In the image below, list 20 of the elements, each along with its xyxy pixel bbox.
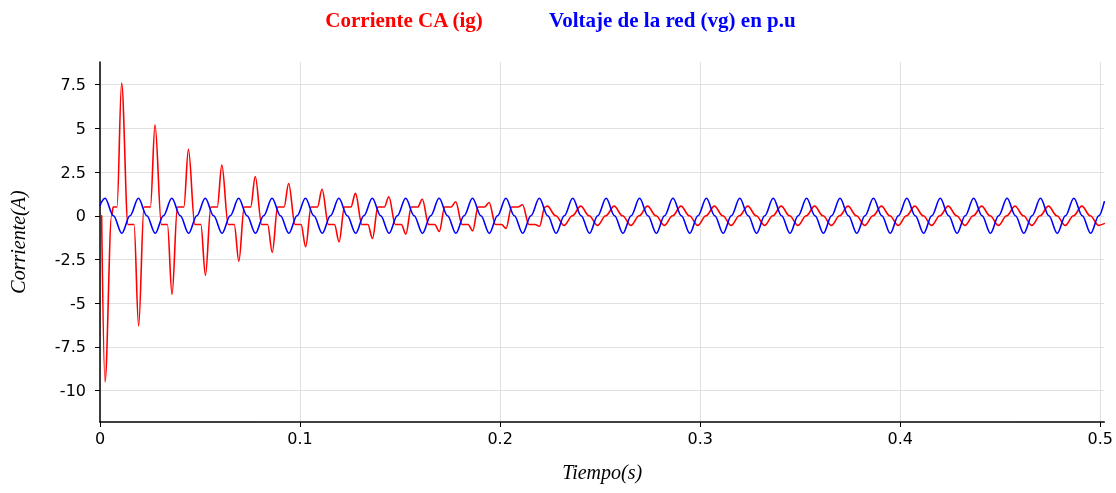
text: Corriente CA (ig) bbox=[325, 7, 483, 32]
x-tick-label: 0.1 bbox=[287, 428, 313, 448]
y-tick-label: 0 bbox=[75, 206, 86, 226]
line-series bbox=[100, 82, 1106, 383]
y-tick-label: -5 bbox=[70, 293, 86, 313]
y-tick-label: 5 bbox=[75, 118, 86, 138]
line-series bbox=[99, 197, 1106, 235]
x-tick-label: 0.2 bbox=[487, 428, 513, 448]
y-axis-title: Corriente(A) bbox=[7, 190, 30, 294]
x-axis-title: Tiempo(s) bbox=[562, 461, 643, 484]
y-tick-label: -7.5 bbox=[54, 337, 86, 357]
y-tick-label: 2.5 bbox=[60, 162, 86, 182]
y-tick-label: -2.5 bbox=[54, 249, 86, 269]
x-tick-label: 0.5 bbox=[1087, 428, 1113, 448]
y-tick-label: -10 bbox=[59, 381, 86, 401]
text: Voltaje de la red (vg) en p.u bbox=[548, 7, 796, 32]
x-tick-label: 0.4 bbox=[887, 428, 913, 448]
y-tick-label: 7.5 bbox=[60, 75, 86, 95]
x-tick-label: 0.3 bbox=[687, 428, 713, 448]
x-tick-label: 0 bbox=[94, 428, 106, 448]
